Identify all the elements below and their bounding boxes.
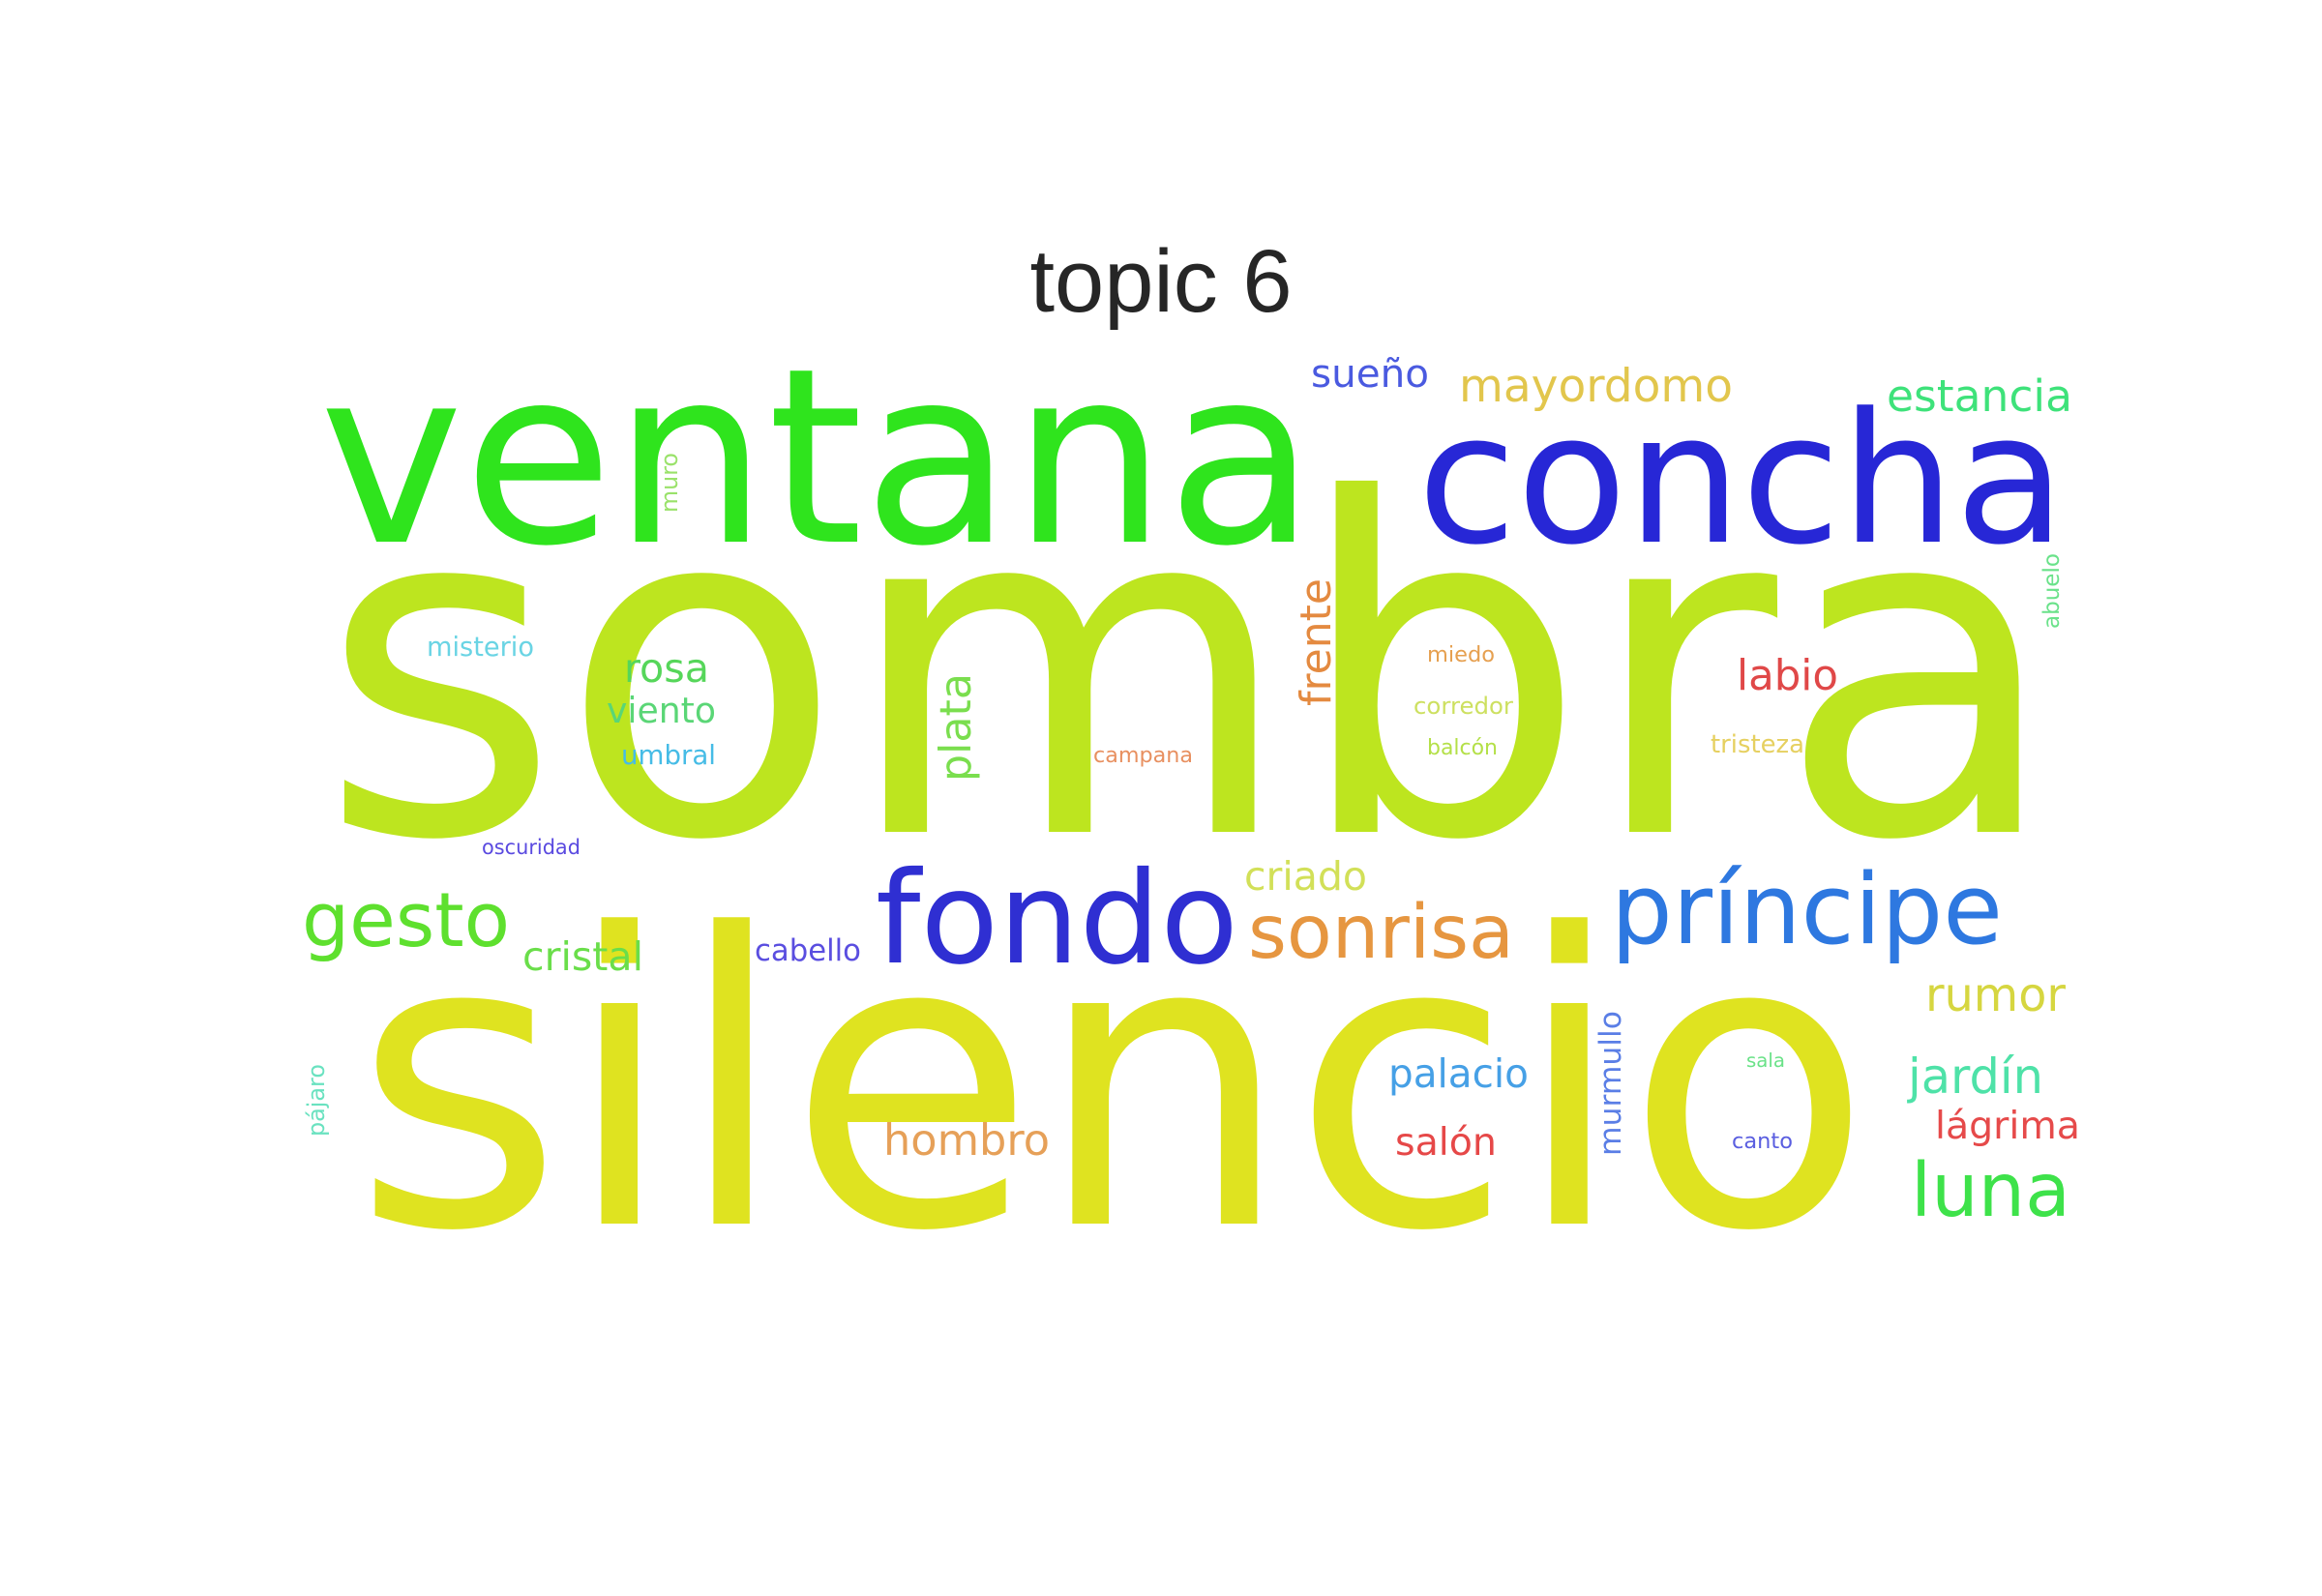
word-tristeza: tristeza: [1711, 730, 1804, 759]
word-príncipe: príncipe: [1611, 853, 2003, 966]
word-jardín: jardín: [1907, 1049, 2043, 1105]
word-ventana: ventana: [319, 316, 1316, 600]
word-cabello: cabello: [755, 933, 861, 968]
word-mayordomo: mayordomo: [1459, 360, 1733, 413]
word-abuelo: abuelo: [2039, 553, 2065, 629]
word-pájaro: pájaro: [303, 1064, 330, 1137]
word-gesto: gesto: [302, 877, 510, 964]
chart-title: topic 6: [1029, 232, 1293, 331]
word-criado: criado: [1244, 853, 1367, 900]
word-plata: plata: [932, 673, 981, 782]
word-fondo: fondo: [876, 845, 1238, 993]
word-umbral: umbral: [621, 739, 716, 771]
word-muro: muro: [656, 453, 683, 513]
word-labio: labio: [1737, 652, 1838, 700]
word-concha: concha: [1417, 374, 2066, 584]
word-balcón: balcón: [1427, 736, 1498, 760]
word-palacio: palacio: [1388, 1050, 1529, 1097]
word-misterio: misterio: [427, 633, 534, 663]
word-cristal: cristal: [522, 933, 643, 980]
word-salón: salón: [1395, 1120, 1497, 1165]
word-sonrisa: sonrisa: [1248, 890, 1514, 976]
word-murmullo: murmullo: [1593, 1011, 1628, 1156]
word-sueño: sueño: [1311, 350, 1429, 397]
word-silencio: silencio: [353, 850, 1872, 1319]
word-luna: luna: [1911, 1148, 2070, 1234]
word-sala: sala: [1746, 1049, 1785, 1072]
word-estancia: estancia: [1887, 370, 2072, 422]
word-oscuridad: oscuridad: [482, 836, 580, 859]
word-rumor: rumor: [1925, 969, 2066, 1022]
word-sombra: sombra: [319, 402, 2061, 941]
word-lágrima: lágrima: [1935, 1104, 2080, 1148]
word-hombro: hombro: [883, 1115, 1050, 1166]
word-campana: campana: [1093, 743, 1193, 768]
word-frente: frente: [1292, 578, 1341, 706]
word-canto: canto: [1732, 1129, 1793, 1154]
word-miedo: miedo: [1427, 642, 1495, 667]
word-corredor: corredor: [1414, 692, 1514, 720]
word-rosa: rosa: [624, 645, 709, 692]
word-viento: viento: [607, 690, 716, 731]
